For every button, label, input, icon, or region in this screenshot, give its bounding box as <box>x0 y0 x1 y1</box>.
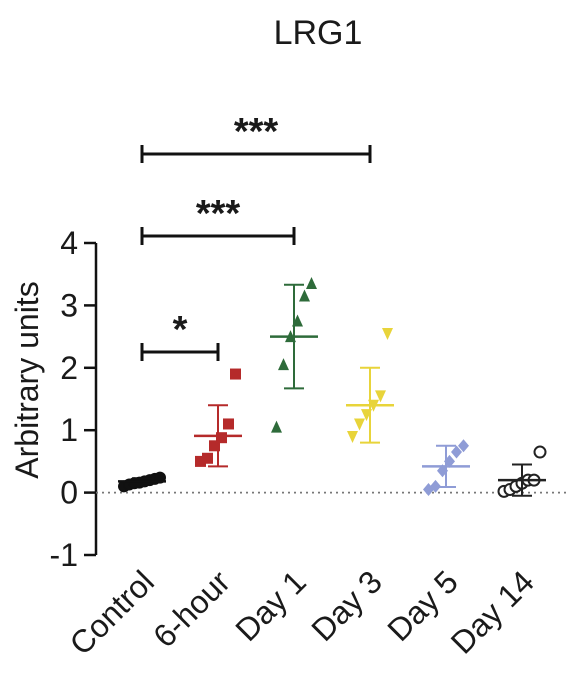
y-tick-label: 0 <box>60 475 78 511</box>
data-point <box>299 289 310 302</box>
x-tick-label: Control <box>63 563 161 661</box>
y-tick-label: 2 <box>60 350 78 386</box>
data-point <box>533 445 547 459</box>
data-point <box>354 418 365 431</box>
y-tick-label: 3 <box>60 287 78 323</box>
axes: -1 0 1 2 3 4 <box>50 225 570 573</box>
y-tick-label: -1 <box>50 537 78 573</box>
data-point <box>451 445 462 459</box>
chart-title: LRG1 <box>274 14 363 52</box>
y-axis-label: Arbitrary units <box>9 281 45 478</box>
y-tick-label: 1 <box>60 412 78 448</box>
data-point <box>216 432 227 444</box>
y-tick-label: 4 <box>60 225 78 261</box>
data-point <box>458 439 469 453</box>
x-tick-label: Day 1 <box>228 563 313 648</box>
data-point <box>223 418 234 430</box>
data-point <box>195 455 206 467</box>
data-point <box>230 368 241 380</box>
data-point <box>202 452 213 464</box>
significance-label: * <box>173 309 188 351</box>
data-point <box>347 430 358 443</box>
significance-label: *** <box>196 193 241 235</box>
x-tick-label: Day 14 <box>444 563 541 660</box>
x-tick-label: 6-hour <box>146 563 237 654</box>
data-point <box>375 390 386 403</box>
significance-brackets: ******* <box>140 111 372 361</box>
significance-label: *** <box>234 111 279 153</box>
mean-sd-bars <box>118 283 546 497</box>
data-point <box>278 358 289 371</box>
data-point <box>306 277 317 290</box>
x-tick-label: Day 3 <box>304 563 389 648</box>
data-point <box>382 327 393 340</box>
data-point <box>209 440 220 452</box>
data-point <box>430 479 441 493</box>
data-point <box>271 420 282 433</box>
